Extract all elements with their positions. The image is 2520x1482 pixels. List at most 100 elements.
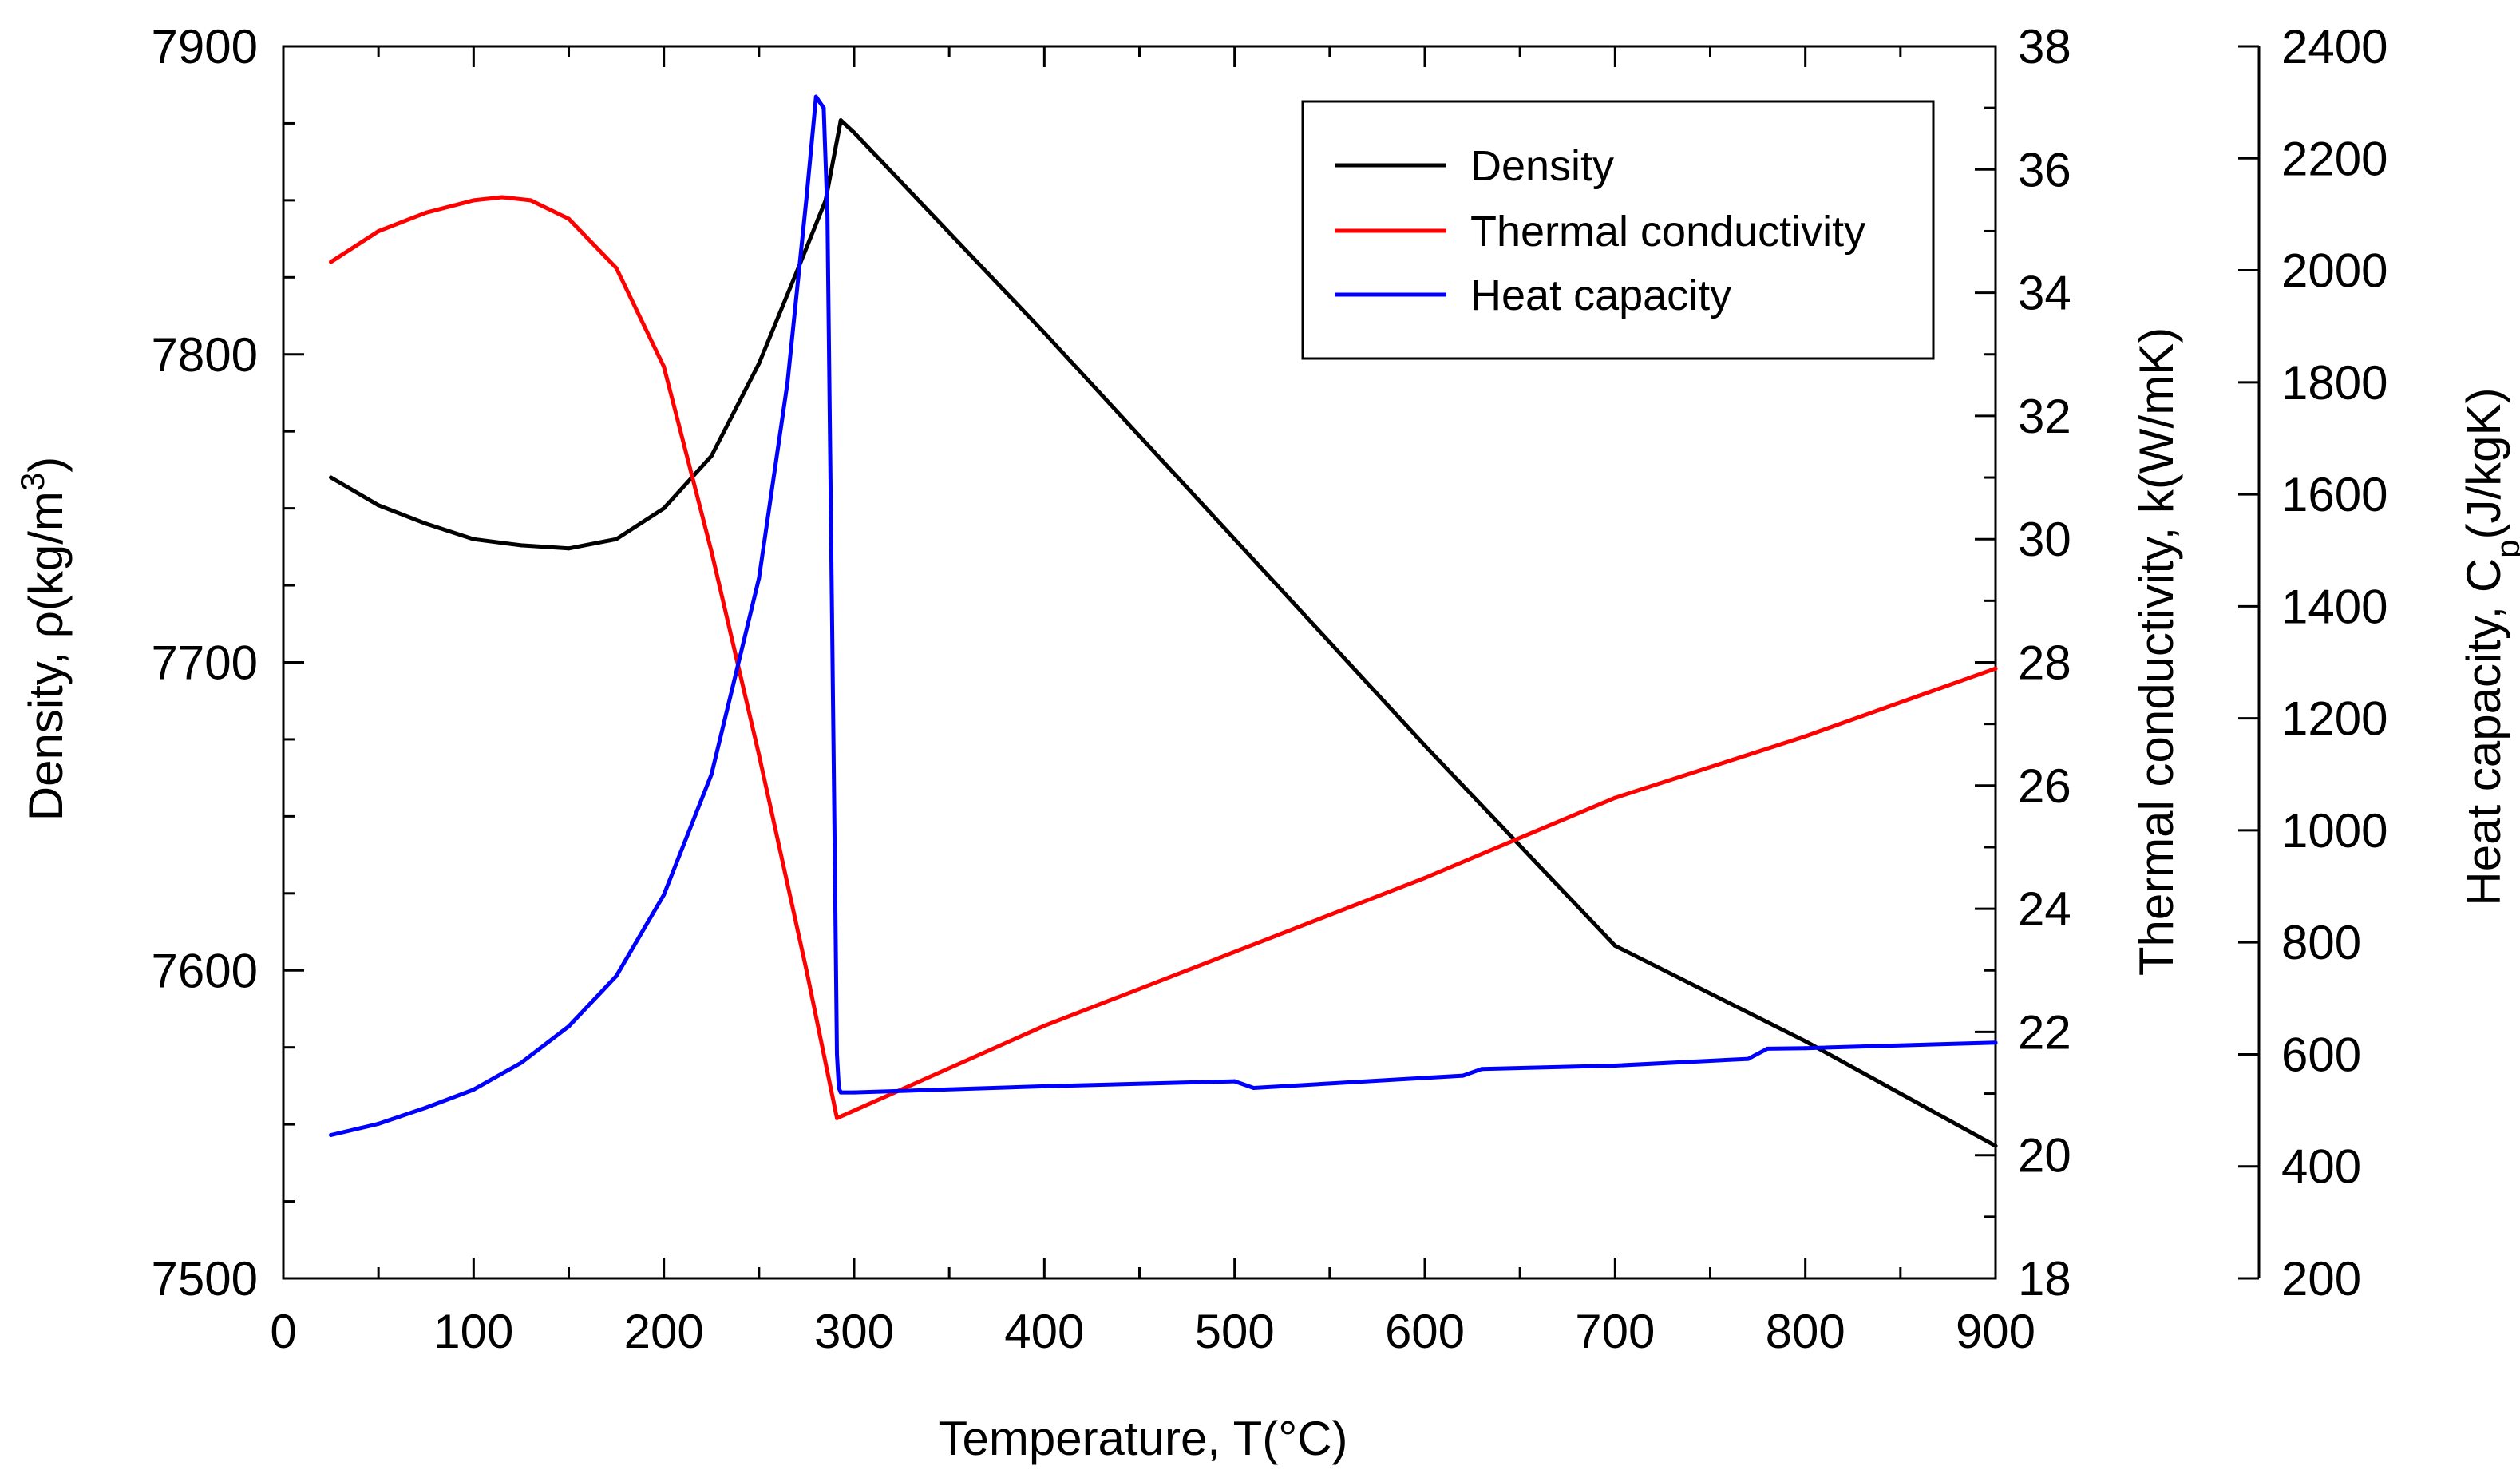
data-point-heat-capacity (838, 1090, 843, 1095)
data-point-density (614, 537, 619, 541)
legend-label-density: Density (1470, 142, 1614, 190)
data-point-density (1993, 1143, 1998, 1148)
series-points-heat-capacity (329, 94, 1998, 1137)
heat-capacity-tick-label: 1800 (2281, 356, 2387, 410)
x-tick-label: 800 (1766, 1305, 1845, 1358)
conductivity-tick-label: 34 (2018, 267, 2071, 320)
data-point-thermal-conductivity (500, 195, 504, 200)
density-axis-title: Density, ρ(kg/m3) (14, 457, 73, 821)
data-point-thermal-conductivity (376, 229, 381, 233)
data-point-heat-capacity (1461, 1073, 1466, 1078)
data-point-heat-capacity (852, 1090, 856, 1095)
x-axis-title: Temperature, T(°C) (938, 1412, 1347, 1465)
heat-capacity-axis-title-end: (J/kgK) (2457, 387, 2510, 539)
data-point-density (757, 361, 762, 366)
data-point-density (471, 537, 476, 541)
data-point-heat-capacity (471, 1088, 476, 1092)
data-point-thermal-conductivity (757, 752, 762, 757)
conductivity-tick-label: 28 (2018, 636, 2071, 690)
data-point-heat-capacity (835, 1052, 839, 1056)
conductivity-tick-label: 38 (2018, 20, 2071, 73)
heat-capacity-tick-label: 200 (2281, 1252, 2361, 1306)
data-point-density (519, 543, 524, 548)
conductivity-tick-label: 20 (2018, 1129, 2071, 1183)
x-tick-label: 900 (1956, 1305, 2035, 1358)
data-point-heat-capacity (1232, 1079, 1237, 1084)
series-line-heat-capacity (329, 94, 1998, 1137)
data-point-heat-capacity (1993, 1040, 1998, 1045)
heat-capacity-axis-title-main: Heat capacity, C (2457, 558, 2510, 906)
data-point-thermal-conductivity (709, 549, 714, 554)
data-point-density (662, 506, 667, 511)
data-point-heat-capacity (424, 1105, 429, 1110)
density-tick-label: 7800 (152, 328, 258, 382)
x-tick-label: 0 (270, 1305, 296, 1358)
heat-capacity-tick-label: 1200 (2281, 692, 2387, 746)
data-point-heat-capacity (1042, 1084, 1046, 1088)
density-tick-label: 7500 (152, 1252, 258, 1306)
heat-capacity-axis-title: Heat capacity, Cp(J/kgK) (2457, 387, 2520, 905)
data-point-heat-capacity (567, 1024, 571, 1028)
conductivity-axis: 18 20 22 24 26 28 30 32 34 36 38 (1975, 20, 2071, 1306)
legend-label-heat-capacity: Heat capacity (1470, 271, 1731, 319)
data-point-thermal-conductivity (528, 198, 533, 203)
density-axis-title-main: Density, ρ(kg/m (19, 491, 73, 821)
density-tick-label: 7900 (152, 20, 258, 73)
data-point-heat-capacity (1252, 1086, 1256, 1090)
data-point-thermal-conductivity (424, 210, 429, 215)
legend-item-heat-capacity: Heat capacity (1335, 271, 1731, 319)
data-point-heat-capacity (785, 380, 790, 385)
density-axis: 7500 7600 7700 7800 7900 (152, 20, 304, 1306)
data-point-density (567, 546, 571, 551)
legend-item-thermal-conductivity: Thermal conductivity (1335, 208, 1865, 256)
data-point-heat-capacity (662, 893, 667, 898)
data-point-heat-capacity (519, 1060, 524, 1065)
x-tick-label: 200 (624, 1305, 704, 1358)
heat-capacity-tick-label: 1000 (2281, 804, 2387, 858)
data-point-thermal-conductivity (804, 968, 809, 973)
density-axis-title-sup: 3 (14, 473, 51, 491)
series-lines (329, 94, 1998, 1148)
data-point-density (709, 454, 714, 458)
data-point-heat-capacity (1803, 1046, 1808, 1051)
heat-capacity-tick-label: 1600 (2281, 468, 2387, 521)
data-point-heat-capacity (329, 1133, 334, 1137)
conductivity-tick-label: 26 (2018, 759, 2071, 813)
legend: Density Thermal conductivity Heat capaci… (1301, 100, 1935, 360)
conductivity-tick-label: 18 (2018, 1252, 2071, 1306)
data-point-thermal-conductivity (1042, 1024, 1046, 1028)
conductivity-axis-title: Thermal conductivity, k(W/mK) (2130, 327, 2183, 976)
data-point-density (376, 503, 381, 508)
data-point-heat-capacity (813, 94, 818, 99)
conductivity-tick-label: 30 (2018, 513, 2071, 566)
heat-capacity-tick-label: 400 (2281, 1140, 2361, 1194)
legend-label-thermal-conductivity: Thermal conductivity (1470, 208, 1865, 256)
data-point-thermal-conductivity (329, 260, 334, 264)
x-tick-label: 500 (1195, 1305, 1275, 1358)
series-points-thermal-conductivity (329, 195, 1998, 1120)
x-tick-label: 400 (1004, 1305, 1084, 1358)
density-tick-label: 7700 (152, 636, 258, 690)
data-point-heat-capacity (614, 973, 619, 978)
data-point-thermal-conductivity (1232, 949, 1237, 954)
data-point-thermal-conductivity (1612, 795, 1617, 800)
density-tick-label: 7600 (152, 944, 258, 997)
data-point-density (1612, 943, 1617, 948)
data-point-density (1042, 331, 1046, 335)
data-point-heat-capacity (757, 576, 762, 581)
x-tick-label: 700 (1575, 1305, 1655, 1358)
data-point-thermal-conductivity (1803, 734, 1808, 739)
data-point-heat-capacity (837, 1086, 841, 1090)
series-line-density (329, 118, 1998, 1148)
heat-capacity-tick-label: 2200 (2281, 132, 2387, 185)
series-points-density (329, 118, 1998, 1148)
data-point-heat-capacity (1746, 1056, 1751, 1061)
legend-item-density: Density (1335, 142, 1614, 190)
data-point-heat-capacity (1612, 1064, 1617, 1068)
data-point-density (424, 521, 429, 526)
data-point-density (1422, 743, 1427, 748)
data-point-heat-capacity (376, 1121, 381, 1126)
conductivity-tick-label: 22 (2018, 1005, 2071, 1059)
data-point-heat-capacity (833, 884, 837, 889)
heat-capacity-tick-label: 800 (2281, 916, 2361, 969)
